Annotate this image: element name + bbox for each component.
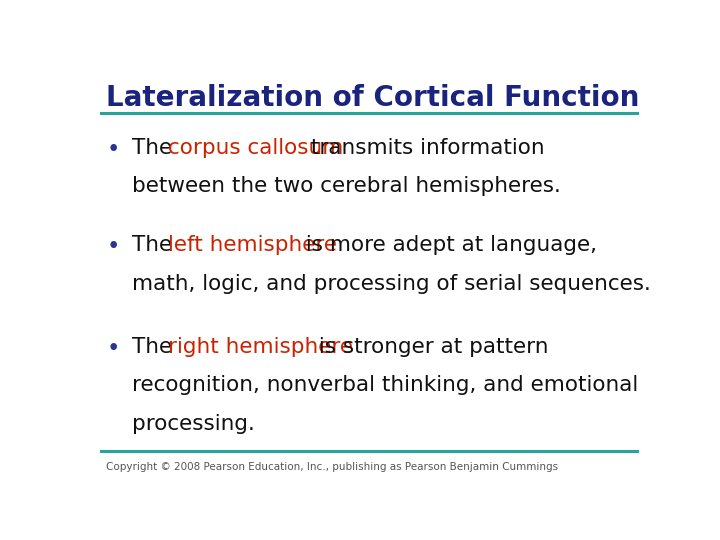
Text: transmits information: transmits information (304, 138, 545, 158)
Text: corpus callosum: corpus callosum (168, 138, 343, 158)
Text: The: The (132, 138, 179, 158)
Text: is stronger at pattern: is stronger at pattern (312, 337, 548, 357)
Text: between the two cerebral hemispheres.: between the two cerebral hemispheres. (132, 176, 561, 196)
Text: •: • (107, 235, 120, 258)
Text: recognition, nonverbal thinking, and emotional: recognition, nonverbal thinking, and emo… (132, 375, 638, 395)
Text: right hemisphere: right hemisphere (168, 337, 354, 357)
Text: Copyright © 2008 Pearson Education, Inc., publishing as Pearson Benjamin Cumming: Copyright © 2008 Pearson Education, Inc.… (106, 462, 558, 472)
Text: The: The (132, 235, 179, 255)
Text: •: • (107, 337, 120, 360)
Text: left hemisphere: left hemisphere (168, 235, 337, 255)
Text: math, logic, and processing of serial sequences.: math, logic, and processing of serial se… (132, 274, 651, 294)
Text: •: • (107, 138, 120, 160)
Text: Lateralization of Cortical Function: Lateralization of Cortical Function (106, 84, 639, 112)
Text: The: The (132, 337, 179, 357)
Text: is more adept at language,: is more adept at language, (300, 235, 598, 255)
Text: processing.: processing. (132, 414, 255, 434)
